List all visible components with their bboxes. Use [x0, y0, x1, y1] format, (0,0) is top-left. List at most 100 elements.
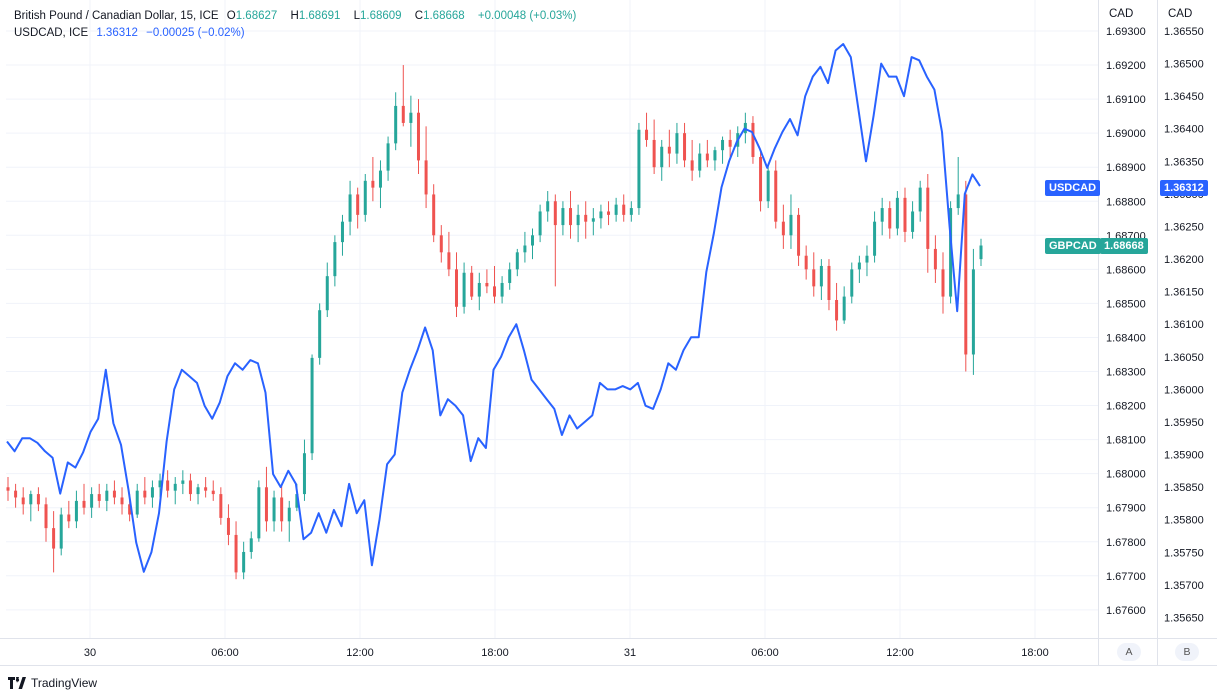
- candle-body: [903, 197, 907, 232]
- scale-b-tick-label: 1.35850: [1164, 482, 1204, 494]
- candle-body: [850, 269, 854, 297]
- candle-body: [97, 494, 101, 501]
- candle-body: [827, 265, 831, 300]
- time-tick-label: 18:00: [481, 647, 509, 659]
- candle-body: [378, 170, 382, 188]
- usdcad-price-tag: 1.36312: [1160, 180, 1208, 196]
- candle-body: [105, 490, 109, 501]
- candle-body: [508, 269, 512, 283]
- scale-a-tick-label: 1.67800: [1106, 537, 1146, 549]
- compare-symbol-label[interactable]: USDCAD, ICE: [14, 27, 89, 39]
- candle-body: [766, 170, 770, 202]
- low-label: L: [353, 10, 360, 22]
- time-tick-label: 31: [624, 647, 636, 659]
- candle-body: [363, 180, 367, 215]
- compare-change-value: −0.00025 (−0.02%): [146, 27, 245, 39]
- candle-body: [264, 487, 268, 522]
- tradingview-logo[interactable]: TradingView: [8, 676, 97, 690]
- scale-a-tick-label: 1.68600: [1106, 264, 1146, 276]
- scale-a-tick-label: 1.68400: [1106, 332, 1146, 344]
- high-label: H: [290, 10, 299, 22]
- scale-a-tick-label: 1.69300: [1106, 26, 1146, 38]
- candle-body: [949, 208, 953, 297]
- time-tick-label: 30: [84, 647, 96, 659]
- scale-a-button[interactable]: A: [1117, 643, 1141, 661]
- main-series-legend: British Pound / Canadian Dollar, 15, ICE…: [14, 9, 581, 23]
- candle-body: [90, 494, 94, 508]
- candle-body: [272, 497, 276, 522]
- candle-body: [477, 282, 481, 297]
- candle-body: [865, 255, 869, 263]
- scale-b-button[interactable]: B: [1175, 643, 1199, 661]
- candle-body: [29, 494, 33, 505]
- scale-a-tick-label: 1.69000: [1106, 128, 1146, 140]
- candle-body: [234, 534, 238, 573]
- candle-body: [842, 296, 846, 321]
- scale-a-tick-label: 1.68800: [1106, 196, 1146, 208]
- candle-body: [226, 517, 230, 535]
- scale-b-title: CAD: [1168, 8, 1193, 20]
- candle-body: [599, 211, 603, 219]
- candle-body: [454, 269, 458, 307]
- candle-body: [523, 245, 527, 253]
- candle-body: [439, 235, 443, 253]
- candle-body: [333, 242, 337, 277]
- scale-a-tick-label: 1.68200: [1106, 401, 1146, 413]
- candle-body: [880, 208, 884, 222]
- candle-body: [36, 494, 40, 505]
- candle-body: [918, 187, 922, 212]
- candle-body: [956, 194, 960, 209]
- compare-series-legend: USDCAD, ICE 1.36312 −0.00025 (−0.02%): [14, 26, 250, 40]
- candle-body: [158, 480, 162, 488]
- candle-body: [432, 194, 436, 236]
- candle-body: [59, 514, 63, 549]
- candle-body: [728, 139, 732, 147]
- candle-body: [325, 276, 329, 311]
- gbpcad-price-tag: 1.68668: [1100, 238, 1148, 254]
- price-scale-a[interactable]: 1.67600 1.67700 1.67800 1.67900 1.68000 1.681…: [1106, 26, 1146, 617]
- candle-body: [819, 265, 823, 287]
- main-symbol-label[interactable]: British Pound / Canadian Dollar, 15, ICE: [14, 10, 219, 22]
- candle-body: [614, 204, 618, 215]
- candle-body: [857, 262, 861, 270]
- time-tick-label: 12:00: [886, 647, 914, 659]
- candle-body: [546, 201, 550, 212]
- candle-body: [340, 221, 344, 243]
- gbpcad-name-tag: GBPCAD: [1045, 238, 1101, 254]
- scale-a-tick-label: 1.69100: [1106, 94, 1146, 106]
- candle-body: [14, 490, 18, 498]
- candle-body: [705, 153, 709, 161]
- candle-body: [52, 528, 56, 549]
- candle-body: [652, 139, 656, 168]
- candle-body: [204, 487, 208, 491]
- scale-b-tick-label: 1.35950: [1164, 417, 1204, 429]
- gbpcad-candles: [6, 65, 983, 580]
- candle-body: [713, 150, 717, 161]
- candle-body: [933, 248, 937, 270]
- close-value: 1.68668: [423, 10, 465, 22]
- candle-body: [44, 504, 48, 529]
- price-scale-b[interactable]: 1.35650 1.35700 1.35750 1.35800 1.35850 1.359…: [1164, 26, 1204, 624]
- candle-body: [645, 129, 649, 140]
- candle-body: [371, 180, 375, 188]
- candle-body: [173, 483, 177, 491]
- scale-b-tick-label: 1.35900: [1164, 450, 1204, 462]
- close-label: C: [414, 10, 424, 22]
- candle-body: [637, 129, 641, 209]
- candle-body: [287, 507, 291, 522]
- candle-body: [888, 208, 892, 229]
- candle-body: [21, 497, 25, 505]
- candle-body: [394, 105, 398, 144]
- open-value: 1.68627: [235, 10, 278, 22]
- candle-body: [660, 146, 664, 168]
- candle-body: [629, 208, 633, 215]
- candle-body: [698, 153, 702, 171]
- candle-body: [979, 245, 983, 260]
- candle-body: [964, 194, 968, 355]
- change-value: +0.00048 (+0.03%): [477, 10, 577, 22]
- scale-b-tick-label: 1.35750: [1164, 547, 1204, 559]
- time-axis[interactable]: 30 06:00 12:00 18:00 31 06:00 12:00 18:00: [84, 647, 1049, 659]
- candle-body: [424, 160, 428, 195]
- candle-body: [873, 221, 877, 256]
